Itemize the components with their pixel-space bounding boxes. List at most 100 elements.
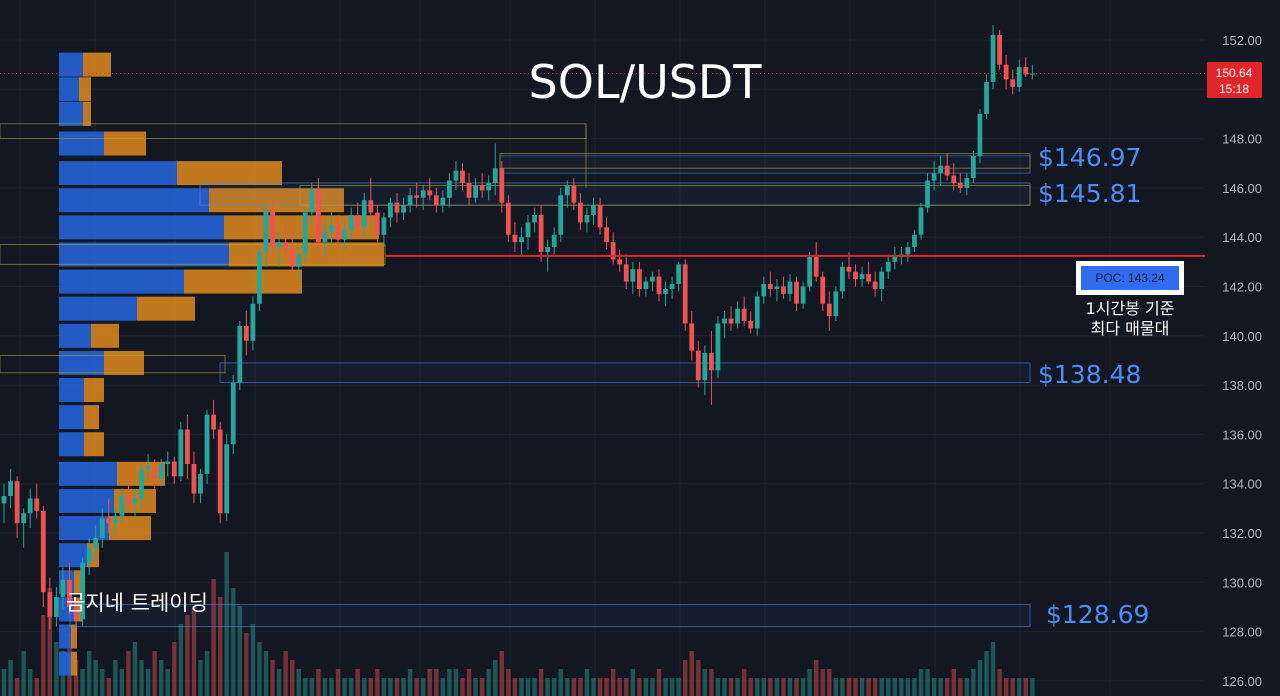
profile-sell-bar bbox=[104, 350, 144, 375]
candle-body bbox=[925, 180, 930, 208]
candle-body bbox=[630, 269, 636, 282]
volume-bar bbox=[185, 615, 190, 696]
y-tick-label: 152.00 bbox=[1222, 33, 1262, 48]
volume-bar bbox=[905, 678, 911, 696]
volume-bar bbox=[879, 678, 884, 696]
volume-bar bbox=[951, 669, 956, 696]
volume-bar bbox=[152, 651, 157, 696]
candle-body bbox=[250, 303, 256, 341]
volume-bar bbox=[643, 678, 649, 696]
profile-sell-bar bbox=[83, 101, 91, 126]
candle-body bbox=[243, 325, 249, 341]
profile-buy-bar bbox=[59, 651, 71, 676]
candle-body bbox=[198, 473, 203, 494]
volume-bar bbox=[139, 660, 144, 696]
volume-bar bbox=[303, 678, 308, 696]
candle-body bbox=[374, 212, 380, 235]
volume-bar bbox=[401, 678, 406, 696]
candle-body bbox=[27, 498, 33, 514]
profile-buy-bar bbox=[59, 77, 79, 102]
candle-body bbox=[348, 215, 354, 230]
candle-body bbox=[912, 234, 917, 248]
reference-box bbox=[299, 185, 1031, 206]
candle-body bbox=[414, 195, 420, 198]
profile-sell-bar bbox=[71, 624, 77, 649]
volume-bar bbox=[407, 669, 413, 696]
volume-bar bbox=[866, 678, 871, 696]
volume-bar bbox=[990, 642, 996, 696]
volume-bar bbox=[34, 678, 39, 696]
volume-bar bbox=[8, 660, 13, 696]
volume-bar bbox=[126, 651, 131, 696]
volume-bar bbox=[54, 642, 59, 696]
zone-box bbox=[219, 362, 1031, 384]
candle-body bbox=[617, 259, 623, 265]
volume-bar bbox=[696, 660, 701, 696]
y-tick-label: 140.00 bbox=[1222, 329, 1262, 344]
candle-body bbox=[885, 261, 891, 272]
y-tick-label: 134.00 bbox=[1222, 477, 1262, 492]
candle-body bbox=[872, 281, 878, 289]
candle-body bbox=[800, 286, 806, 304]
candle-body bbox=[224, 444, 230, 514]
volume-profile bbox=[59, 52, 384, 676]
candle-body bbox=[40, 510, 46, 593]
profile-buy-bar bbox=[59, 242, 229, 267]
candle-body bbox=[335, 224, 341, 240]
candle-body bbox=[86, 547, 92, 563]
candle-body bbox=[794, 281, 799, 304]
volume-bar bbox=[381, 678, 387, 696]
candle-body bbox=[741, 308, 747, 322]
volume-bar bbox=[466, 669, 472, 696]
candle-body bbox=[342, 229, 347, 240]
candle-body bbox=[99, 518, 105, 538]
candle-body bbox=[14, 481, 20, 524]
candle-body bbox=[689, 323, 695, 351]
volume-bar bbox=[414, 678, 419, 696]
candle-body bbox=[309, 190, 315, 213]
candle-body bbox=[270, 210, 275, 248]
candle-body bbox=[8, 481, 13, 497]
volume-bar bbox=[846, 678, 852, 696]
candle-body bbox=[499, 168, 505, 203]
volume-bar bbox=[421, 678, 426, 696]
volume-bar bbox=[1003, 678, 1009, 696]
zone-box bbox=[69, 604, 1031, 628]
volume-bar bbox=[244, 633, 249, 696]
candle-body bbox=[165, 461, 171, 464]
candle-body bbox=[185, 429, 190, 464]
zone-label-128-69: $128.69 bbox=[1046, 600, 1149, 629]
volume-bar bbox=[820, 669, 825, 696]
volume-bar bbox=[669, 678, 675, 696]
volume-bar bbox=[814, 660, 819, 696]
candle-body bbox=[905, 247, 911, 255]
candle-body bbox=[879, 271, 885, 289]
volume-bar bbox=[1017, 678, 1022, 696]
candle-body bbox=[466, 182, 472, 198]
volume-bar bbox=[119, 669, 125, 696]
candle-body bbox=[433, 195, 439, 206]
profile-sell-bar bbox=[184, 269, 302, 294]
volume-bar bbox=[715, 678, 721, 696]
candle-body bbox=[447, 180, 452, 198]
volume-bar bbox=[355, 669, 360, 696]
candle-body bbox=[302, 212, 308, 255]
profile-sell-bar bbox=[104, 131, 146, 156]
profile-buy-bar bbox=[59, 350, 104, 375]
volume-bar bbox=[191, 606, 197, 696]
volume-bar bbox=[486, 669, 491, 696]
volume-bar bbox=[794, 678, 799, 696]
volume-bar bbox=[538, 669, 544, 696]
volume-bar bbox=[394, 678, 400, 696]
candle-body bbox=[60, 579, 66, 598]
volume-bar bbox=[473, 678, 478, 696]
volume-bar bbox=[977, 660, 983, 696]
candle-body bbox=[158, 463, 164, 479]
profile-buy-bar bbox=[59, 378, 84, 403]
volume-bar bbox=[1030, 678, 1035, 696]
volume-bar bbox=[532, 678, 537, 696]
volume-bar bbox=[610, 669, 616, 696]
y-tick-label: 126.00 bbox=[1222, 674, 1262, 689]
candle-body bbox=[977, 113, 983, 156]
y-tick-label: 148.00 bbox=[1222, 132, 1262, 147]
